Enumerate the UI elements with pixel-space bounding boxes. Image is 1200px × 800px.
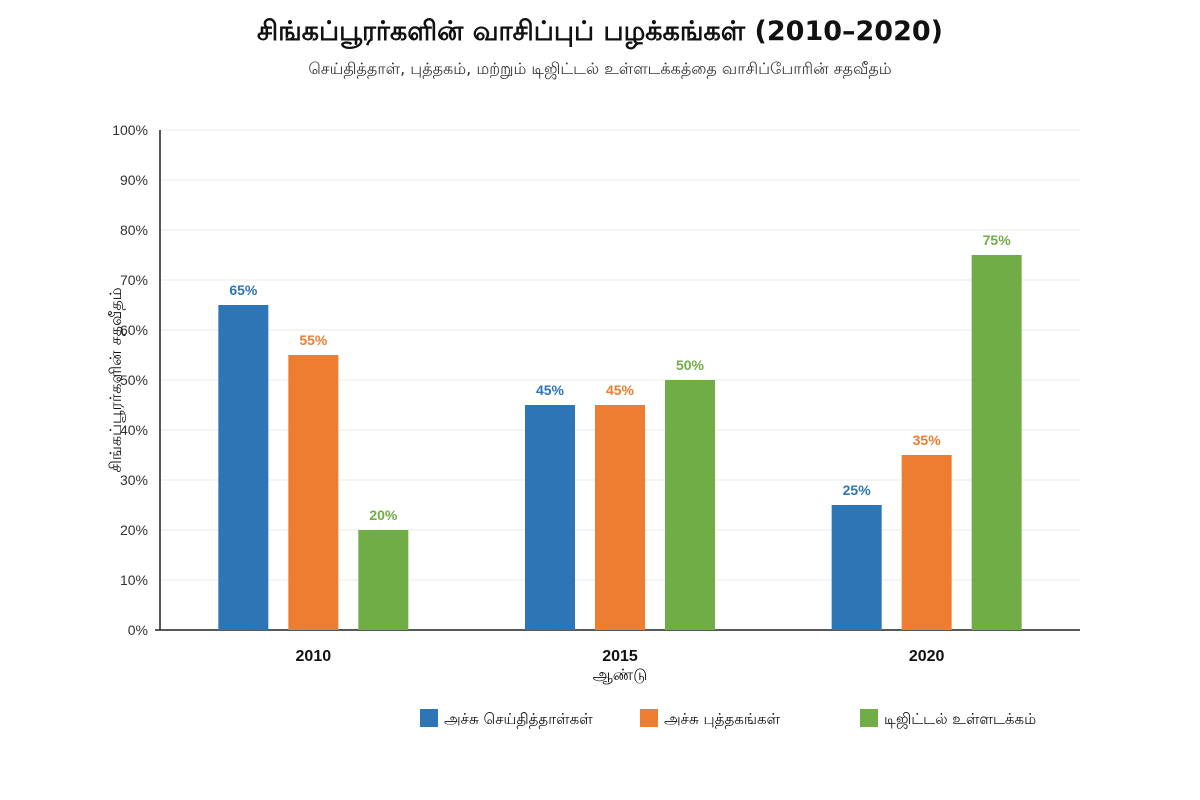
- bar: [595, 405, 645, 630]
- y-tick-label: 10%: [120, 572, 148, 588]
- legend-label: டிஜிட்டல் உள்ளடக்கம்: [884, 710, 1036, 729]
- y-tick-label: 40%: [120, 422, 148, 438]
- data-label: 45%: [536, 382, 565, 398]
- x-tick-label: 2010: [296, 648, 332, 665]
- y-tick-label: 90%: [120, 172, 148, 188]
- x-axis-title: ஆண்டு: [593, 665, 648, 684]
- y-tick-label: 70%: [120, 272, 148, 288]
- y-tick-label: 20%: [120, 522, 148, 538]
- data-label: 35%: [913, 432, 942, 448]
- bar: [831, 505, 882, 630]
- data-label: 65%: [229, 282, 258, 298]
- legend-swatch: [420, 709, 438, 727]
- y-tick-label: 80%: [120, 222, 148, 238]
- y-tick-label: 50%: [120, 372, 148, 388]
- legend-swatch: [860, 709, 878, 727]
- data-label: 25%: [843, 482, 872, 498]
- legend-label: அச்சு செய்தித்தாள்கள்: [444, 710, 593, 728]
- data-label: 20%: [369, 507, 398, 523]
- data-label: 75%: [983, 232, 1012, 248]
- x-tick-label: 2015: [602, 648, 638, 665]
- y-tick-label: 100%: [112, 122, 148, 138]
- chart-subtitle: செய்தித்தாள், புத்தகம், மற்றும் டிஜிட்டல…: [308, 59, 892, 78]
- y-tick-label: 30%: [120, 472, 148, 488]
- y-axis-title: சிங்கப்பூரர்களின் சதவீதம்: [106, 287, 125, 472]
- bar: [358, 530, 409, 630]
- x-tick-label: 2020: [909, 648, 945, 665]
- y-tick-label: 60%: [120, 322, 148, 338]
- bar: [971, 255, 1022, 630]
- data-label: 55%: [299, 332, 328, 348]
- bar: [901, 455, 952, 630]
- data-label: 45%: [606, 382, 635, 398]
- y-tick-label: 0%: [128, 622, 148, 638]
- legend-swatch: [640, 709, 658, 727]
- data-label: 50%: [676, 357, 705, 373]
- bar: [665, 380, 715, 630]
- bar: [218, 305, 269, 630]
- bar: [288, 355, 339, 630]
- legend-label: அச்சு புத்தகங்கள்: [664, 710, 781, 728]
- bar: [525, 405, 575, 630]
- chart-title: சிங்கப்பூரர்களின் வாசிப்புப் பழக்கங்கள் …: [256, 16, 944, 47]
